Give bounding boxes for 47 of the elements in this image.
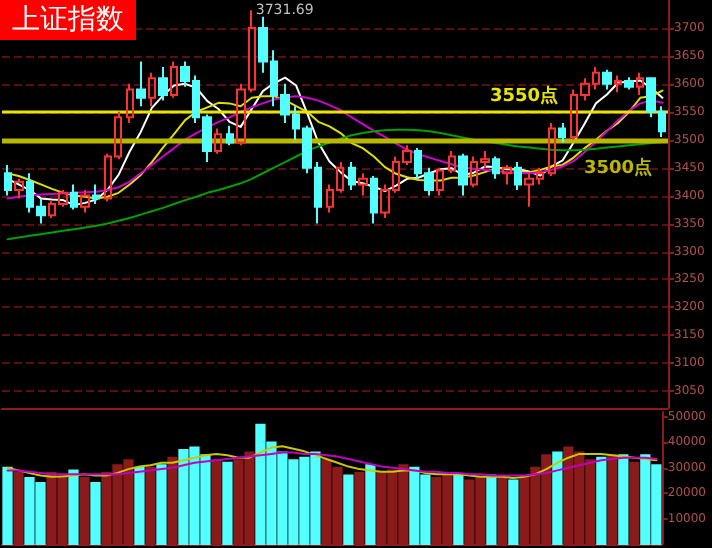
chart-title: 上证指数 [12,4,124,36]
bar [508,479,519,545]
candlestick [358,172,368,197]
candlestick [514,161,522,192]
bar [486,474,497,545]
candlestick [348,161,356,192]
bar [222,461,233,545]
bar [552,451,563,545]
candlestick [226,124,234,147]
candlestick [126,82,134,124]
candlestick [4,163,12,197]
candlestick [136,60,146,108]
bar [365,464,376,545]
candlestick [158,66,168,102]
bar [2,466,13,545]
candlestick [492,155,500,180]
line-series [6,445,658,479]
bar [453,474,464,545]
candlestick [14,177,24,200]
candlestick [170,60,178,99]
bar [618,454,629,545]
line-series [6,76,664,207]
bar [343,474,354,545]
candlestick [614,74,622,94]
ref-line-label: 3500点 [583,156,652,179]
candlestick [558,121,566,144]
candlestick [370,175,378,225]
candlestick [214,127,222,155]
candlestick [624,76,634,91]
bar [68,469,79,545]
candlestick [458,152,468,197]
candlestick [502,163,512,186]
candlestick [148,71,156,108]
candlestick [80,189,90,214]
candlestick [636,71,644,97]
line-series [6,451,658,477]
candlestick [92,183,100,205]
candlestick [70,183,78,211]
bar [90,482,101,545]
candlestick [436,166,444,197]
bar [156,464,167,545]
bar [134,466,145,545]
ref-line-label: 3550点 [489,84,558,107]
bar [596,456,607,545]
candlestick [602,68,612,91]
candlestick [548,121,556,178]
candlestick [448,149,456,175]
